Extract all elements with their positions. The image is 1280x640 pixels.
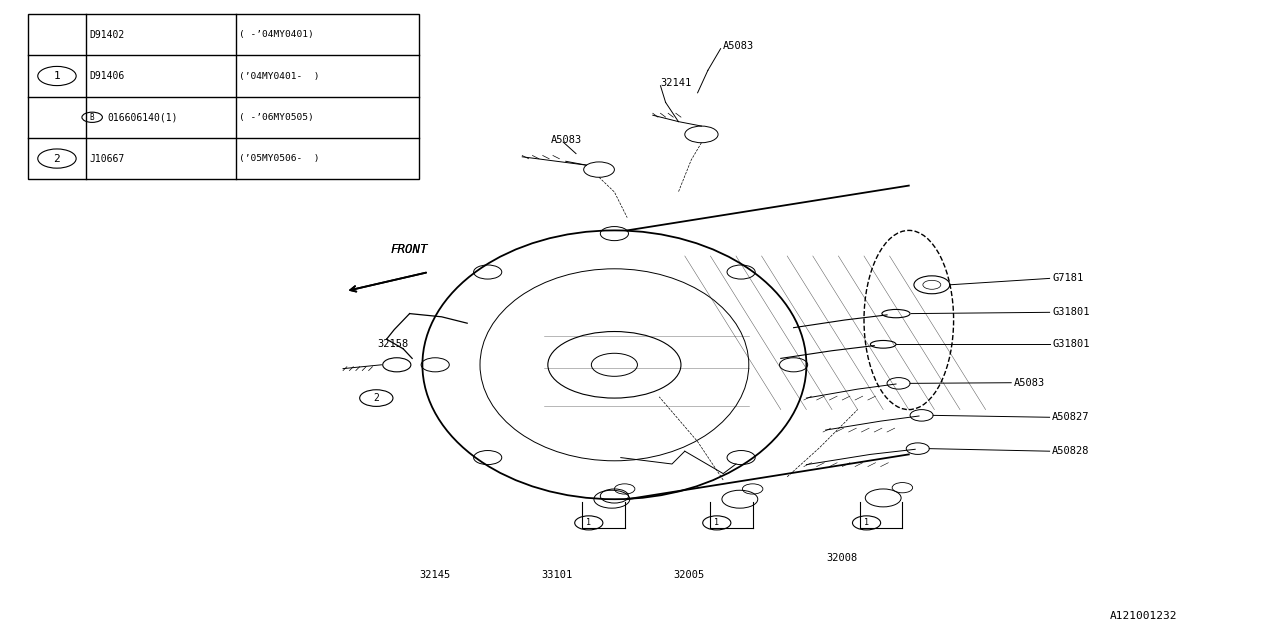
Text: A5083: A5083 <box>723 41 754 51</box>
Text: B: B <box>90 113 95 122</box>
Text: A5083: A5083 <box>550 134 581 145</box>
Text: J10667: J10667 <box>90 154 125 164</box>
Text: 1: 1 <box>586 518 591 527</box>
Text: 2: 2 <box>54 154 60 164</box>
Text: (’05MY0506-  ): (’05MY0506- ) <box>239 154 320 163</box>
Text: (’04MY0401-  ): (’04MY0401- ) <box>239 72 320 81</box>
Text: 016606140(1): 016606140(1) <box>108 112 178 122</box>
Text: G7181: G7181 <box>1052 273 1083 284</box>
Text: D91406: D91406 <box>90 71 125 81</box>
Text: 1: 1 <box>714 518 719 527</box>
Text: 32145: 32145 <box>420 570 451 580</box>
Text: A50827: A50827 <box>1052 412 1089 422</box>
Text: FRONT: FRONT <box>390 243 428 256</box>
Text: G31801: G31801 <box>1052 307 1089 317</box>
Text: 33101: 33101 <box>541 570 572 580</box>
Text: 2: 2 <box>374 393 379 403</box>
Text: 1: 1 <box>864 518 869 527</box>
Text: FRONT: FRONT <box>390 243 428 256</box>
Text: A121001232: A121001232 <box>1110 611 1178 621</box>
Text: 1: 1 <box>54 71 60 81</box>
Text: A5083: A5083 <box>1014 378 1044 388</box>
Text: ( -’04MY0401): ( -’04MY0401) <box>239 30 314 39</box>
Text: 32005: 32005 <box>673 570 704 580</box>
Text: 32158: 32158 <box>378 339 408 349</box>
Text: A50828: A50828 <box>1052 446 1089 456</box>
Text: 32141: 32141 <box>660 78 691 88</box>
Text: D91402: D91402 <box>90 29 125 40</box>
Text: 32008: 32008 <box>827 553 858 563</box>
Text: ( -’06MY0505): ( -’06MY0505) <box>239 113 314 122</box>
Text: G31801: G31801 <box>1052 339 1089 349</box>
